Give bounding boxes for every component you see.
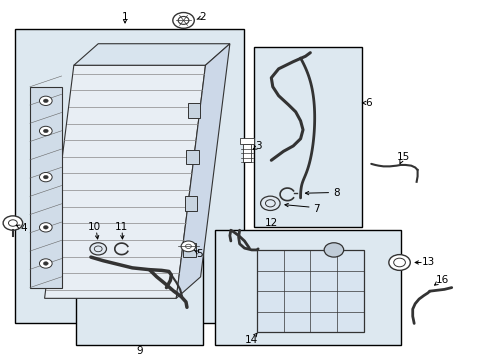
- Circle shape: [3, 216, 22, 230]
- Circle shape: [43, 175, 48, 179]
- Text: 3: 3: [254, 141, 261, 151]
- Circle shape: [178, 17, 188, 24]
- Bar: [254, 47, 361, 226]
- Text: 6: 6: [365, 98, 371, 108]
- Text: 15: 15: [396, 152, 409, 162]
- Circle shape: [388, 255, 409, 270]
- Text: 7: 7: [313, 204, 319, 214]
- Bar: [183, 243, 195, 257]
- Bar: [239, 138, 254, 144]
- Text: 2: 2: [199, 12, 206, 22]
- Circle shape: [43, 99, 48, 103]
- Text: 11: 11: [115, 222, 128, 231]
- Bar: [184, 197, 197, 211]
- Circle shape: [43, 226, 48, 229]
- Text: 1: 1: [122, 12, 128, 22]
- Text: 14: 14: [244, 334, 258, 345]
- Bar: [187, 103, 200, 118]
- Circle shape: [260, 196, 280, 211]
- Text: 10: 10: [87, 222, 101, 231]
- Circle shape: [43, 129, 48, 133]
- Bar: [186, 150, 198, 164]
- Circle shape: [265, 200, 275, 207]
- Text: 13: 13: [421, 257, 434, 267]
- Circle shape: [40, 96, 52, 105]
- Circle shape: [40, 126, 52, 136]
- Circle shape: [8, 220, 17, 226]
- Circle shape: [40, 172, 52, 182]
- Circle shape: [181, 241, 195, 252]
- Circle shape: [324, 243, 343, 257]
- Text: 16: 16: [434, 275, 447, 285]
- Text: 4: 4: [20, 224, 27, 233]
- Text: 5: 5: [196, 248, 203, 258]
- Bar: [76, 230, 203, 345]
- Bar: [15, 30, 244, 323]
- Circle shape: [40, 223, 52, 232]
- Bar: [243, 144, 250, 162]
- Circle shape: [40, 259, 52, 268]
- Circle shape: [172, 13, 194, 28]
- Polygon shape: [44, 65, 205, 298]
- Circle shape: [393, 258, 405, 267]
- Polygon shape: [74, 44, 229, 65]
- Text: 9: 9: [136, 346, 142, 356]
- Circle shape: [94, 246, 102, 252]
- Bar: [30, 87, 61, 288]
- Circle shape: [43, 262, 48, 265]
- Circle shape: [90, 243, 106, 255]
- Circle shape: [185, 244, 191, 248]
- Text: 8: 8: [332, 188, 339, 198]
- Polygon shape: [176, 44, 229, 298]
- Text: 12: 12: [264, 218, 277, 228]
- Bar: [215, 230, 400, 345]
- Bar: [256, 250, 363, 332]
